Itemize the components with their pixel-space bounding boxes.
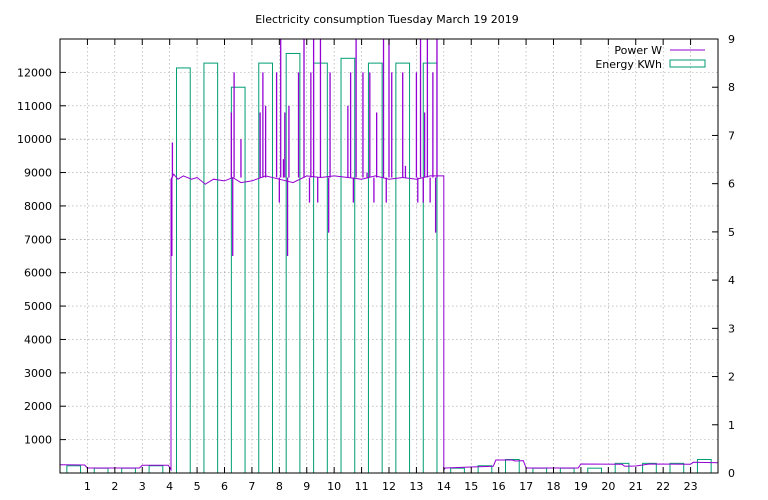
y-left-tick-label: 4000 — [24, 333, 52, 346]
x-tick-label: 15 — [464, 480, 478, 493]
x-tick-label: 9 — [303, 480, 310, 493]
y-left-tick-label: 1000 — [24, 434, 52, 447]
y-right-tick-label: 7 — [728, 129, 735, 142]
y-right-tick-label: 9 — [728, 33, 735, 46]
energy-bar — [696, 458, 712, 474]
y-left-tick-label: 2000 — [24, 400, 52, 413]
chart-title: Electricity consumption Tuesday March 19… — [255, 13, 519, 26]
x-tick-label: 17 — [519, 480, 533, 493]
x-tick-label: 14 — [437, 480, 451, 493]
energy-bar — [532, 467, 548, 474]
y-right-tick-label: 1 — [728, 419, 735, 432]
energy-bar — [176, 67, 191, 474]
energy-bar — [66, 465, 82, 474]
y-left-tick-label: 8000 — [24, 200, 52, 213]
energy-bar — [93, 467, 109, 474]
energy-bar — [422, 62, 438, 474]
y-left-tick-label: 5000 — [24, 300, 52, 313]
y-right-tick-label: 2 — [728, 371, 735, 384]
legend-swatch-energy — [669, 59, 706, 68]
y-left-tick-label: 11000 — [17, 100, 52, 113]
x-tick-label: 4 — [166, 480, 173, 493]
x-tick-label: 6 — [221, 480, 228, 493]
energy-bar — [367, 62, 383, 474]
energy-bar — [669, 462, 685, 474]
y-left-tick-label: 9000 — [24, 167, 52, 180]
y-right-tick-label: 6 — [728, 178, 735, 191]
x-tick-label: 13 — [409, 480, 423, 493]
x-tick-label: 16 — [492, 480, 506, 493]
x-tick-label: 18 — [547, 480, 561, 493]
y-right-tick-label: 3 — [728, 322, 735, 335]
energy-bar — [285, 52, 301, 474]
x-tick-label: 5 — [194, 480, 201, 493]
x-tick-label: 10 — [327, 480, 341, 493]
y-right-tick-label: 4 — [728, 274, 735, 287]
y-left-tick-label: 12000 — [17, 66, 52, 79]
energy-bar — [559, 467, 575, 474]
energy-bar — [148, 465, 164, 474]
energy-bar — [450, 467, 465, 474]
x-tick-label: 12 — [382, 480, 396, 493]
power-line — [59, 173, 719, 472]
axes: 1 2 3 4 5 6 7 8 9 10 11 12 13 14 15 16 17 18 19 20 21 22 23100… — [17, 33, 735, 493]
energy-bar — [203, 62, 219, 474]
energy-bar — [587, 467, 602, 474]
x-tick-label: 2 — [111, 480, 118, 493]
x-tick-label: 3 — [139, 480, 146, 493]
y-right-tick-label: 5 — [728, 226, 735, 239]
x-tick-label: 22 — [656, 480, 670, 493]
legend-label-energy: Energy KWh — [595, 58, 662, 71]
y-right-tick-label: 8 — [728, 81, 735, 94]
y-left-tick-label: 3000 — [24, 367, 52, 380]
energy-bar — [230, 86, 246, 474]
y-left-tick-label: 6000 — [24, 267, 52, 280]
x-tick-label: 8 — [276, 480, 283, 493]
x-tick-label: 7 — [248, 480, 255, 493]
x-tick-label: 1 — [84, 480, 91, 493]
energy-bar — [121, 467, 136, 474]
energy-bar — [505, 458, 520, 474]
x-tick-label: 20 — [601, 480, 615, 493]
y-left-tick-label: 7000 — [24, 233, 52, 246]
legend-label-power: Power W — [614, 44, 662, 57]
y-left-tick-label: 10000 — [17, 133, 52, 146]
x-tick-label: 23 — [684, 480, 698, 493]
x-tick-label: 21 — [629, 480, 643, 493]
power-line-group — [59, 39, 719, 472]
legend: Power W Energy KWh — [595, 44, 706, 71]
x-tick-label: 19 — [574, 480, 588, 493]
y-right-tick-label: 0 — [728, 467, 735, 480]
x-tick-label: 11 — [355, 480, 369, 493]
